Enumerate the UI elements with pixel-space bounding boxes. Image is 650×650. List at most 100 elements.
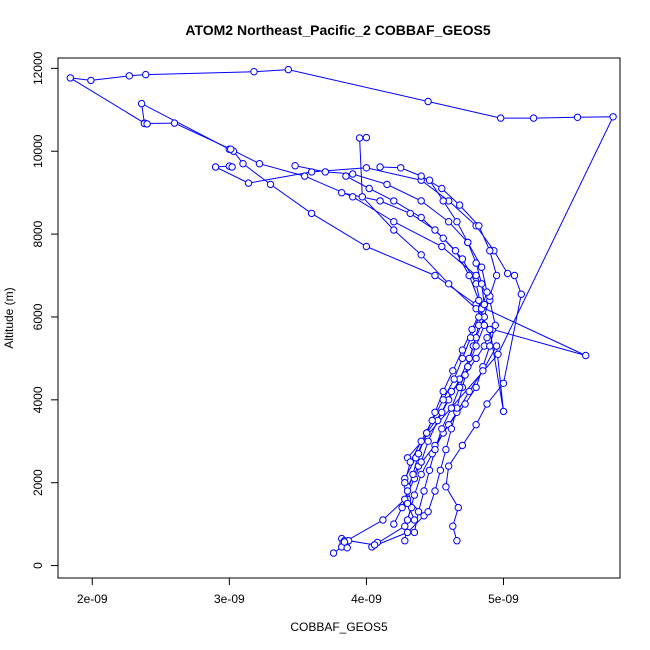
data-point-6-3 — [401, 479, 409, 487]
data-point-2-3 — [401, 522, 409, 530]
data-point-4-17 — [358, 193, 366, 201]
data-point-6-19 — [321, 168, 329, 176]
data-point-3-3 — [454, 503, 462, 512]
data-point-1-41 — [424, 97, 432, 106]
data-point-4-14 — [445, 280, 453, 288]
data-point-3-12 — [503, 269, 512, 278]
data-point-9-2 — [414, 508, 423, 516]
data-point-9-8 — [455, 383, 464, 392]
plot-series-group — [70, 69, 614, 554]
data-point-1-43 — [529, 114, 538, 122]
data-point-1-18 — [447, 387, 456, 396]
data-point-4-4 — [417, 470, 425, 479]
data-point-1-40 — [284, 65, 292, 74]
data-point-9-9 — [464, 363, 472, 371]
data-point-9-13 — [465, 271, 473, 280]
data-point-9-1 — [410, 528, 419, 537]
data-point-2-15 — [472, 271, 480, 280]
data-point-8-13 — [472, 259, 480, 267]
data-point-4-9 — [479, 367, 487, 375]
data-point-4-8 — [465, 387, 473, 396]
data-point-8-5 — [447, 425, 456, 433]
data-point-7-16 — [417, 213, 425, 222]
data-point-1-46 — [494, 350, 502, 358]
data-point-8-17 — [425, 176, 434, 184]
data-point-4-16 — [390, 226, 398, 234]
data-point-1-22 — [483, 334, 491, 342]
data-point-4-3 — [410, 491, 419, 499]
data-point-2-21 — [227, 145, 235, 153]
data-point-9-18 — [338, 189, 346, 197]
plot-frame — [57, 57, 621, 579]
data-point-2-24 — [143, 120, 151, 128]
data-point-1-30 — [239, 160, 247, 168]
data-point-4-2 — [403, 516, 412, 524]
data-point-3-2 — [449, 522, 457, 530]
data-point-8-4 — [442, 445, 450, 454]
data-point-1-36 — [87, 76, 95, 85]
data-point-3-22 — [228, 163, 236, 171]
y-axis: 0 2000 4000 6000 8000 10000 12000 — [31, 51, 58, 569]
data-point-5-22 — [397, 164, 405, 172]
data-point-4-12 — [486, 325, 494, 334]
data-point-1-29 — [266, 180, 275, 189]
data-point-9-16 — [406, 209, 414, 218]
data-point-9-11 — [480, 321, 488, 329]
data-point-3-19 — [244, 179, 253, 187]
data-point-7-4 — [409, 470, 417, 479]
data-point-2-2 — [370, 541, 379, 549]
data-point-5-3 — [340, 538, 349, 546]
data-point-4-10 — [492, 342, 501, 350]
y-tick-label: 8000 — [31, 220, 45, 247]
data-point-5-18 — [475, 222, 483, 230]
data-point-3-4 — [442, 483, 450, 491]
data-point-3-6 — [458, 441, 467, 450]
x-tick-label: 4e-09 — [351, 592, 382, 606]
series-line-1 — [70, 69, 614, 554]
data-point-2-12 — [486, 342, 494, 350]
data-point-5-21 — [417, 172, 425, 180]
data-point-6-7 — [439, 396, 447, 404]
y-tick-label: 12000 — [31, 51, 45, 85]
data-point-2-13 — [491, 321, 499, 329]
data-point-6-1 — [410, 516, 419, 524]
data-point-3-11 — [510, 271, 519, 280]
data-point-1-35 — [66, 74, 75, 82]
data-point-2-17 — [390, 218, 398, 226]
data-point-8-15 — [453, 218, 461, 226]
data-point-1-42 — [497, 114, 505, 122]
y-tick-label: 0 — [31, 562, 45, 569]
data-point-1-45 — [609, 113, 617, 121]
data-point-6-18 — [349, 170, 357, 178]
data-point-5-7 — [417, 458, 425, 466]
data-point-7-18 — [365, 184, 373, 193]
data-point-6-8 — [450, 375, 458, 383]
data-point-7-9 — [449, 367, 457, 375]
data-point-1-38 — [142, 70, 150, 79]
data-point-4-19 — [362, 133, 371, 142]
x-tick-label: 5e-09 — [488, 592, 519, 606]
plot-points-group — [66, 65, 617, 557]
x-axis: 2e-09 3e-09 4e-09 5e-09 — [77, 577, 519, 606]
data-point-3-18 — [307, 168, 316, 176]
data-point-2-18 — [349, 193, 357, 201]
data-point-7-8 — [439, 387, 447, 396]
data-point-7-3 — [403, 487, 412, 495]
data-point-9-15 — [431, 226, 439, 234]
data-point-1-24 — [582, 351, 590, 360]
data-point-1-26 — [431, 271, 439, 280]
data-point-9-3 — [420, 487, 428, 495]
data-point-6-17 — [383, 180, 391, 189]
y-tick-label: 2000 — [31, 469, 45, 496]
data-point-7-17 — [390, 197, 398, 205]
data-point-2-22 — [170, 119, 179, 127]
data-point-1-39 — [250, 68, 258, 76]
data-point-9-10 — [472, 342, 480, 350]
data-point-1-27 — [362, 242, 371, 251]
data-point-5-16 — [492, 271, 501, 280]
data-point-5-23 — [376, 163, 384, 171]
data-point-7-14 — [458, 255, 467, 263]
data-point-1-1 — [329, 549, 338, 557]
data-point-7-19 — [342, 172, 350, 180]
data-point-3-7 — [472, 421, 480, 429]
